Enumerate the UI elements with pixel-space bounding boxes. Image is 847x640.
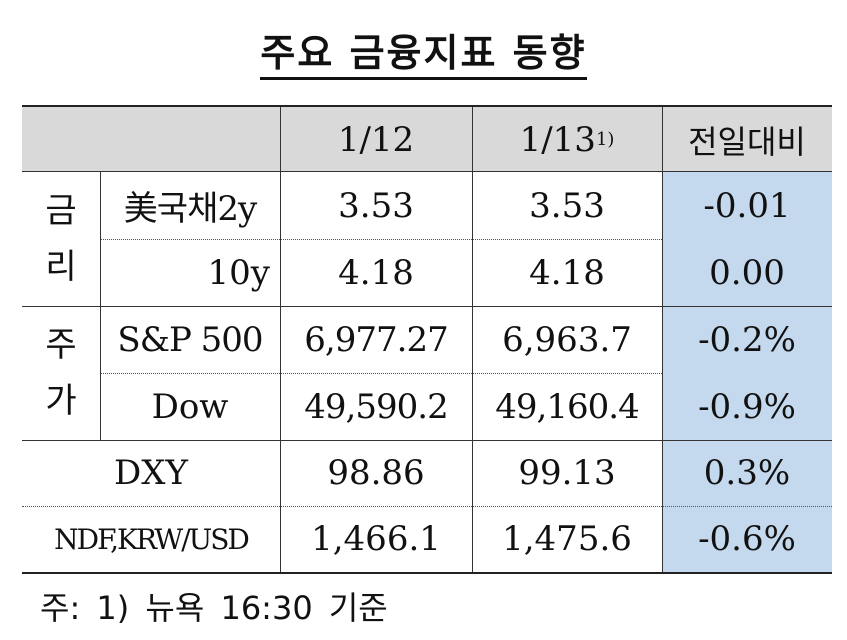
row-10y-v1: 4.18 bbox=[338, 252, 414, 293]
header-blank-cell bbox=[22, 107, 280, 172]
rule-rates-end bbox=[22, 306, 832, 307]
row-sp500-v1: 6,977.27 bbox=[304, 319, 448, 360]
row-10y-change: 0.00 bbox=[709, 252, 785, 293]
title-text: 주요 금융지표 동향 bbox=[260, 31, 587, 80]
row-dxy-v1: 98.86 bbox=[327, 453, 425, 493]
row-us2y-v2: 3.53 bbox=[529, 185, 605, 226]
rule-change-col bbox=[662, 107, 663, 572]
group-stocks-bottom: 가 bbox=[45, 381, 77, 421]
row-dow-change: -0.9% bbox=[698, 386, 796, 427]
row-label-dxy: DXY bbox=[114, 453, 188, 493]
row-us2y-change: -0.01 bbox=[703, 185, 791, 226]
page-title: 주요 금융지표 동향 bbox=[0, 22, 847, 80]
rule-label-col bbox=[280, 107, 281, 572]
row-dow-v2: 49,160.4 bbox=[495, 386, 639, 427]
change-column-bg bbox=[662, 172, 832, 572]
group-label-rates: 금 리 bbox=[22, 172, 100, 306]
rule-header bbox=[22, 171, 832, 172]
row-label-us2y: 美국채2y bbox=[123, 189, 257, 229]
row-label-ndf: NDF,KRW/USD bbox=[54, 522, 250, 556]
row-dxy-v2: 99.13 bbox=[518, 453, 616, 493]
rule-group-col bbox=[100, 172, 101, 440]
row-ndf-v2: 1,475.6 bbox=[502, 519, 632, 559]
row-dxy-change: 0.3% bbox=[703, 453, 791, 493]
row-sp500-change: -0.2% bbox=[698, 319, 796, 360]
rule-stocks-end bbox=[22, 440, 832, 441]
rule-date-col bbox=[472, 107, 473, 572]
header-change: 전일대비 bbox=[662, 107, 832, 172]
group-label-stocks: 주 가 bbox=[22, 306, 100, 440]
rule-dxy-end bbox=[22, 506, 832, 507]
rule-rates-mid bbox=[100, 239, 662, 240]
row-sp500-v2: 6,963.7 bbox=[502, 319, 632, 360]
row-label-dow: Dow bbox=[151, 386, 229, 427]
row-us2y-v1: 3.53 bbox=[338, 185, 414, 226]
row-label-sp500: S&P 500 bbox=[117, 319, 263, 360]
group-rates-bottom: 리 bbox=[45, 247, 77, 287]
row-10y-v2: 4.18 bbox=[529, 252, 605, 293]
indicator-table: 1/12 1/13 1) 전일대비 금 리 주 가 美국채2y 3.53 3.53… bbox=[22, 105, 832, 574]
rule-stocks-mid bbox=[100, 373, 662, 374]
row-ndf-v1: 1,466.1 bbox=[311, 519, 441, 559]
row-ndf-change: -0.6% bbox=[698, 519, 796, 559]
header-date2-text: 1/13 bbox=[519, 119, 596, 160]
group-stocks-top: 주 bbox=[45, 325, 77, 365]
header-date2-footnote-mark: 1) bbox=[595, 129, 615, 150]
footnote: 주: 1) 뉴욕 16:30 기준 bbox=[40, 589, 388, 627]
row-label-10y: 10y bbox=[207, 252, 270, 293]
header-date2: 1/13 1) bbox=[472, 107, 662, 172]
row-dow-v1: 49,590.2 bbox=[304, 386, 448, 427]
group-rates-top: 금 bbox=[45, 191, 77, 231]
header-date1: 1/12 bbox=[280, 107, 472, 172]
